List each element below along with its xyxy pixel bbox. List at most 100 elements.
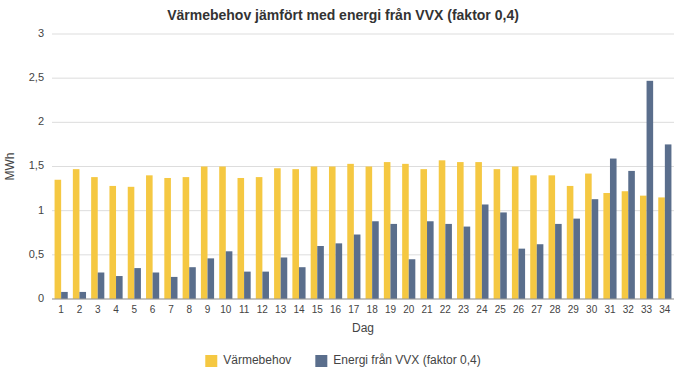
bar [573, 219, 580, 299]
bar [208, 258, 215, 299]
title: Värmebehov jämfört med energi från VVX (… [167, 7, 519, 23]
grid-line [52, 254, 674, 255]
bar [592, 199, 599, 299]
legend-swatch [315, 355, 327, 367]
grid-line [52, 210, 674, 211]
bar [292, 169, 299, 299]
x-tick-label: 17 [348, 304, 360, 315]
y-tick-label: 2,5 [29, 71, 44, 83]
bar [238, 178, 245, 299]
bar [537, 244, 544, 299]
x-tick-label: 25 [495, 304, 507, 315]
bar [317, 246, 324, 299]
bar [256, 177, 263, 299]
bar [311, 167, 318, 300]
x-tick-label: 16 [330, 304, 342, 315]
bar [549, 175, 556, 299]
bar [171, 277, 178, 299]
bar [91, 177, 98, 299]
x-tick-label: 34 [659, 304, 671, 315]
bar [281, 257, 288, 299]
legend-swatch [205, 355, 217, 367]
bar [384, 162, 391, 299]
legend: Värmebehov Energi från VVX (faktor 0,4) [205, 353, 480, 367]
bar [427, 221, 434, 299]
bar [366, 167, 373, 300]
bar [647, 81, 654, 299]
bar [299, 267, 306, 299]
bar [475, 162, 482, 299]
x-tick-label: 13 [275, 304, 287, 315]
x-tick-label: 3 [95, 304, 101, 315]
y-tick-label: 3 [38, 27, 44, 39]
bar [622, 191, 629, 299]
bar [402, 164, 409, 299]
x-tick-label: 1 [58, 304, 64, 315]
x-tick-label: 24 [476, 304, 488, 315]
bar [219, 167, 226, 300]
bar [134, 268, 141, 299]
chart: 00,511,522,53123456789101112131415161718… [0, 0, 686, 377]
bar [603, 193, 610, 299]
x-tick-label: 32 [623, 304, 635, 315]
grid-line [52, 34, 674, 35]
grid-line [52, 122, 674, 123]
bar [329, 167, 336, 300]
legend-item: Energi från VVX (faktor 0,4) [315, 353, 480, 367]
y-axis: 00,511,522,53 [29, 27, 44, 304]
x-tick-label: 6 [150, 304, 156, 315]
x-tick-label: 12 [257, 304, 269, 315]
bar [457, 162, 464, 299]
bar [116, 276, 123, 299]
bar [61, 292, 68, 299]
x-tick-label: 7 [168, 304, 174, 315]
legend-label: Värmebehov [223, 353, 291, 367]
y-tick-label: 1,5 [29, 159, 44, 171]
x-tick-label: 21 [421, 304, 433, 315]
x-tick-label: 4 [113, 304, 119, 315]
bar [183, 177, 190, 299]
bar [109, 186, 116, 299]
x-tick-label: 8 [186, 304, 192, 315]
bar [409, 259, 416, 299]
bar [79, 292, 86, 299]
bar [153, 273, 160, 300]
x-tick-label: 31 [604, 304, 616, 315]
bar [512, 167, 519, 300]
bar [347, 164, 354, 299]
x-tick-label: 23 [458, 304, 470, 315]
bar [482, 204, 489, 299]
bar [420, 169, 427, 299]
bar [610, 159, 617, 299]
x-tick-label: 28 [550, 304, 562, 315]
x-tick-label: 33 [641, 304, 653, 315]
bar [372, 221, 379, 299]
bar [494, 169, 501, 299]
bar [189, 267, 196, 299]
bar [146, 175, 153, 299]
bar [585, 174, 592, 299]
bar [628, 171, 635, 299]
x-tick-label: 10 [220, 304, 232, 315]
bar [244, 272, 251, 299]
bar [567, 186, 574, 299]
x-axis: 1234567891011121314151617181920212223242… [52, 299, 674, 315]
bar [464, 227, 471, 299]
bar [98, 273, 105, 300]
bar [128, 187, 135, 299]
y-tick-label: 0 [38, 292, 44, 304]
grid-line [52, 299, 674, 300]
bar [262, 272, 269, 299]
x-tick-label: 15 [312, 304, 324, 315]
bar [390, 224, 397, 299]
bar [665, 144, 672, 299]
x-axis-label: Dag [352, 321, 374, 335]
x-tick-label: 20 [403, 304, 415, 315]
bar [164, 178, 171, 299]
bar [439, 160, 446, 299]
bar [500, 212, 507, 299]
bar [445, 224, 452, 299]
bar [226, 251, 233, 299]
bars [55, 81, 672, 299]
x-tick-label: 18 [367, 304, 379, 315]
